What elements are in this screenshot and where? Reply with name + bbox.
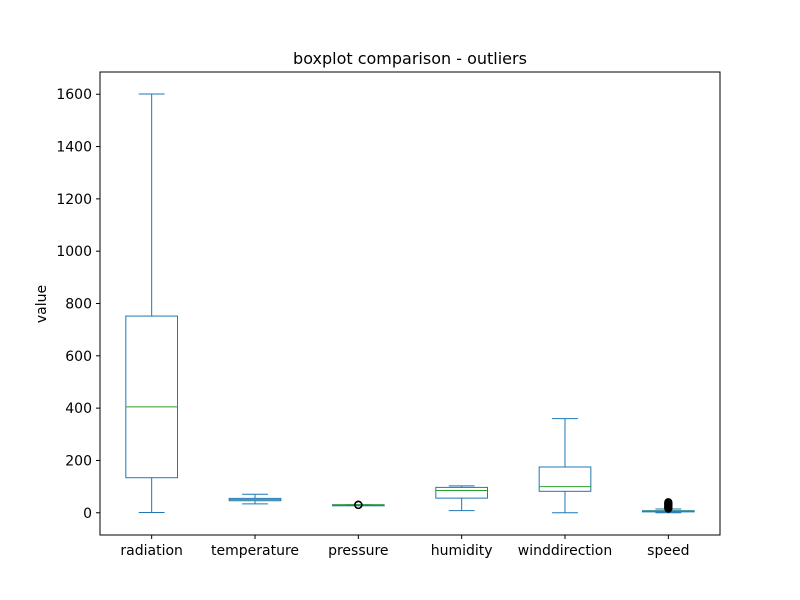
y-tick-label: 0 [83,506,92,522]
box-pressure [332,500,385,509]
x-tick-label: pressure [328,543,388,559]
box-radiation [125,93,179,513]
y-tick-label: 1200 [56,192,92,208]
box-winddirection [538,418,592,514]
box-iqr [538,466,592,492]
box-iqr [125,315,179,479]
y-tick-label: 1400 [56,140,92,156]
y-axis-label: value [34,285,50,323]
x-axis: radiation temperature pressure humidity wind… [120,535,689,559]
x-tick-label: speed [647,543,689,559]
x-tick-label: humidity [431,543,493,559]
y-tick-label: 1000 [56,244,92,260]
x-tick-label: winddirection [518,543,612,559]
y-tick-label: 400 [65,401,92,417]
y-tick-label: 1600 [56,87,92,103]
y-tick-label: 800 [65,297,92,313]
box-iqr [435,486,489,499]
x-tick-label: temperature [211,543,299,559]
y-axis: 0 200 400 600 800 1000 1200 1400 1600 [56,87,100,522]
outlier-point [354,500,363,509]
box-temperature [228,493,282,505]
box-speed [642,498,695,514]
chart-title: boxplot comparison - outliers [293,49,527,68]
y-tick-label: 200 [65,453,92,469]
plot-area [125,93,695,514]
x-tick-label: radiation [120,543,183,559]
outlier-point [664,498,673,507]
box-humidity [435,485,489,512]
y-tick-label: 600 [65,349,92,365]
plot-frame [99,71,721,536]
